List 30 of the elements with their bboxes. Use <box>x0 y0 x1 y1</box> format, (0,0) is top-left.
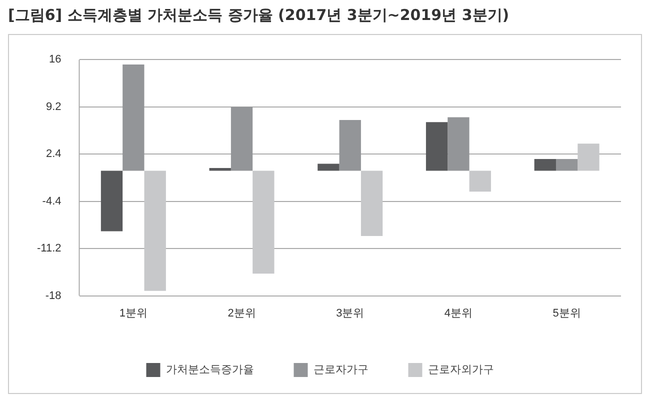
bar <box>534 158 556 171</box>
bar <box>360 170 383 236</box>
bar <box>100 170 123 232</box>
x-tick-label: 3분위 <box>336 307 364 320</box>
bar <box>318 164 340 171</box>
bar <box>209 168 231 171</box>
bar <box>556 158 578 171</box>
y-tick-label: -11.2 <box>36 242 62 255</box>
chart-title: [그림6] 소득계층별 가처분소득 증가율 (2017년 3분기~2019년 3분기) <box>8 6 510 25</box>
bar <box>448 117 470 171</box>
bar <box>469 170 491 192</box>
y-tick-label: 16 <box>49 54 62 66</box>
legend-label: 근로자외가구 <box>428 364 494 376</box>
bar <box>426 122 448 171</box>
bar <box>230 106 253 171</box>
y-tick-label: -18 <box>45 290 62 302</box>
x-tick-label: 5분위 <box>552 307 581 320</box>
bar <box>252 170 274 274</box>
bar <box>578 144 600 171</box>
bar <box>144 170 166 291</box>
x-tick-label: 2분위 <box>228 307 256 320</box>
legend-label: 근로자가구 <box>313 364 368 376</box>
bar <box>339 120 361 171</box>
x-tick-label: 4분위 <box>444 307 473 320</box>
legend-label: 가처분소득증가율 <box>166 364 254 376</box>
y-tick-label: 9.2 <box>46 100 62 113</box>
y-tick-label: 2.4 <box>46 148 62 160</box>
x-tick-label: 1분위 <box>119 307 148 320</box>
y-tick-label: -4.4 <box>42 195 62 208</box>
bar <box>122 64 144 171</box>
